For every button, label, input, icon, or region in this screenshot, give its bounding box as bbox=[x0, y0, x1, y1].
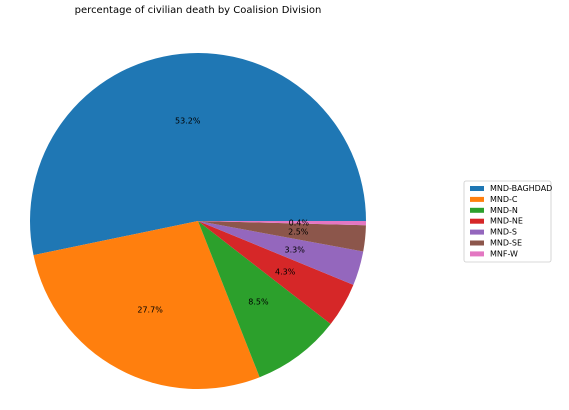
pct-label-mnd-n: 8.5% bbox=[248, 298, 269, 307]
pct-label-mnd-s: 3.3% bbox=[285, 245, 306, 254]
pct-label-mnd-baghdad: 53.2% bbox=[175, 117, 201, 126]
chart-title: percentage of civilian death by Coalisio… bbox=[75, 5, 322, 16]
pie-slice-mnd-ne bbox=[198, 221, 354, 325]
legend-label-mnd-s: MND-S bbox=[490, 228, 517, 237]
pct-label-mnd-ne: 4.3% bbox=[275, 268, 296, 277]
pie-slice-mnf-w bbox=[198, 221, 366, 226]
legend-swatch-mnd-ne bbox=[470, 218, 484, 224]
legend-swatch-mnd-se bbox=[470, 240, 484, 246]
legend-label-mnd-ne: MND-NE bbox=[490, 217, 523, 226]
percentage-labels: 53.2% 27.7% 8.5% 4.3% 3.3% 2.5%0.4% bbox=[137, 117, 309, 315]
pie-slice-mnd-se bbox=[198, 221, 366, 252]
pct-label-mnd-se: 2.5% bbox=[288, 227, 309, 236]
pie-slice-mnd-baghdad bbox=[30, 53, 366, 256]
legend-swatch-mnd-n bbox=[470, 207, 484, 213]
legend-label-mnd-se: MND-SE bbox=[490, 239, 522, 248]
legend-swatch-mnf-w bbox=[470, 251, 484, 257]
pie-slice-mnd-n bbox=[198, 221, 331, 378]
legend-frame bbox=[463, 180, 552, 263]
pie-slice-mnd-c bbox=[33, 221, 260, 390]
legend-swatch-mnd-baghdad bbox=[470, 186, 484, 191]
legend-label-mnd-c: MND-C bbox=[490, 195, 518, 204]
legend: MND-BAGHDAD MND-C MND-N MND-NE MND-S MND-SEMN… bbox=[463, 180, 552, 263]
legend-swatch-mnd-s bbox=[470, 229, 484, 235]
legend-swatch-mnd-c bbox=[470, 196, 484, 202]
pct-label-mnd-c: 27.7% bbox=[137, 306, 163, 315]
legend-label-mnf-w: MNF-W bbox=[490, 249, 518, 258]
legend-items: MND-BAGHDAD MND-C MND-N MND-NE MND-S MND-SEMN… bbox=[470, 184, 552, 258]
pie-slices bbox=[30, 53, 366, 390]
legend-label-mnd-baghdad: MND-BAGHDAD bbox=[490, 184, 552, 193]
legend-label-mnd-n: MND-N bbox=[490, 206, 518, 215]
pie-slice-mnd-s bbox=[198, 221, 364, 285]
pct-label-mnf-w: 0.4% bbox=[289, 218, 310, 227]
